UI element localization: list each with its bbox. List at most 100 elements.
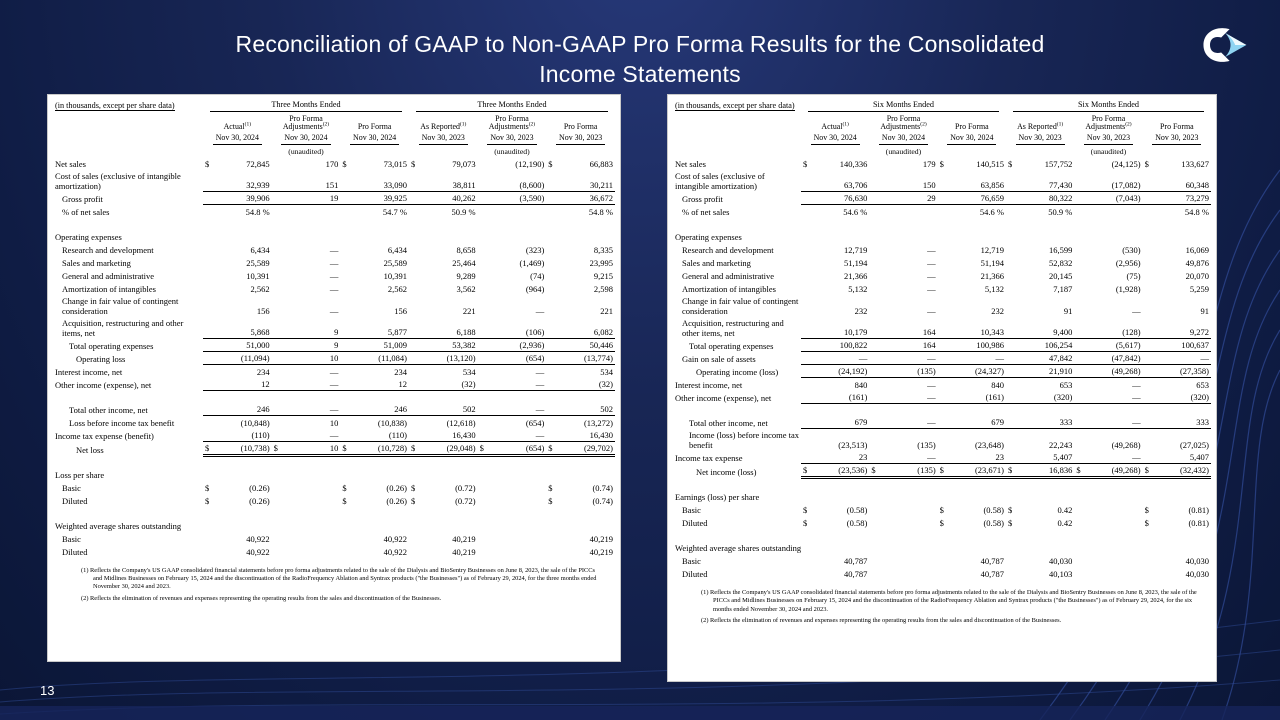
column-header: Pro Forma Adjustments(2) [1085,113,1132,131]
value-cell [478,494,547,507]
value-cell: 40,922 [383,546,407,557]
column-date: Nov 30, 2024 [340,132,409,145]
value-cell: 47,842 [1005,351,1075,366]
company-logo-icon [1196,24,1252,66]
row-label: Net sales [675,158,706,169]
value-cell: — [927,244,936,255]
value-cell: 91 [1200,305,1210,316]
row-label: General and administrative [682,270,775,281]
value-cell: — [329,270,339,281]
row-label: % of net sales [62,206,110,217]
footnote: (1) Reflects the Company's US GAAP conso… [81,566,597,591]
table-row: Operating income (loss) (24,192) (135) (24,… [673,364,1211,379]
value-cell: 51,000 [203,338,272,353]
footnote: (1) Reflects the Company's US GAAP conso… [701,588,1197,613]
value-cell: 164 [869,338,938,353]
table-row: Research and development 12,719 — 12,719 16,… [673,243,1211,256]
value-cell: 8,658 [456,244,476,255]
period-header-row: (in thousands, except per share data) Thr… [53,99,615,112]
value-cell: (10,838) [377,417,407,428]
value-cell: 40,103 [1048,568,1073,579]
value-cell: 150 [869,169,938,193]
row-label: Research and development [62,244,154,255]
section-label: Earnings (loss) per share [675,491,760,502]
table-row: % of net sales 54.6 % 54.6 % 50.9 % 54.8 % [673,205,1211,218]
value-cell: $ (0.58) [939,517,1004,528]
value-cell: — [271,402,341,417]
section-label: Operating expenses [675,231,742,242]
spacer-row [53,218,615,230]
value-cell: $79,073 [410,158,476,169]
value-cell: $ (23,671) [937,463,1006,480]
value-cell [869,554,937,567]
value-cell: 52,832 [1048,257,1073,268]
table-row: Income tax expense 23—23 5,407—5,407 [673,450,1211,465]
unaudited-label [409,146,478,157]
value-cell: (161) [801,390,870,405]
value-cell: 54.8 % [1184,206,1209,217]
value-cell: 23,995 [589,257,613,268]
spacer-row [673,529,1211,541]
value-cell: 77,430 [1005,169,1075,193]
column-date-row: Nov 30, 2024 Nov 30, 2024 Nov 30, 2024 Nov … [673,132,1211,145]
value-cell: 40,262 [408,191,478,206]
unaudited-label [938,146,1006,157]
footnotes: (1) Reflects the Company's US GAAP conso… [53,567,615,603]
row-label: Cost of sales (exclusive of intangible a… [55,170,181,191]
value-cell: 156 [394,305,407,316]
table-row: Basic $ (0.26) $ (0.26) $ (0.72) $ (0.74) [53,481,615,494]
column-date: Nov 30, 2024 [203,132,272,145]
value-cell: — [1074,415,1143,430]
value-cell: — [477,377,547,392]
row-label: Research and development [682,244,774,255]
value-cell: $ (0.81) [1144,517,1209,528]
table-row: Change in fair value of contingent consi… [673,295,1211,317]
value-cell: 9,289 [456,270,476,281]
row-label: General and administrative [62,270,155,281]
section-label: Weighted average shares outstanding [55,520,182,531]
column-header: Pro Forma [563,121,598,131]
column-header: Pro Forma Adjustments(2) [488,113,536,131]
value-cell: $10 [271,441,341,458]
value-cell: 534 [600,366,613,377]
table-row: Basic 40,787 40,787 40,030 40,030 [673,554,1211,567]
row-label: Other income (expense), net [55,379,152,390]
value-cell: — [927,270,936,281]
page-title: Reconciliation of GAAP to Non-GAAP Pro F… [0,30,1280,90]
value-cell: (1,928) [1115,283,1141,294]
value-cell: 39,906 [203,191,272,206]
value-cell: (323) [525,244,545,255]
table-row: Income (loss) before income tax benefit (… [673,429,1211,451]
value-cell: 40,922 [246,546,270,557]
unaudited-label [340,146,409,157]
value-cell: 534 [462,366,476,377]
value-cell: 40,030 [1048,555,1073,566]
value-cell: 80,322 [1005,191,1075,206]
spacer-row [673,218,1211,230]
value-cell: — [927,379,936,390]
table-row: Amortization of intangibles 2,562 — 2,562 3,… [53,282,615,295]
value-cell [272,545,341,558]
value-cell: 32,939 [203,169,272,193]
value-cell: — [329,305,339,316]
value-cell: 2,562 [250,283,270,294]
value-cell: 51,009 [340,338,409,353]
value-cell: (74) [530,270,545,281]
row-label: Total other income, net [69,404,148,415]
value-cell [869,503,937,516]
table-row: Gross profit 39,906 19 39,925 40,262 (3,590) 3… [53,191,615,206]
value-cell: $ (0.58) [939,504,1004,515]
value-cell: 30,211 [546,169,615,193]
value-cell: 76,659 [937,191,1006,206]
value-cell: (32) [546,377,615,392]
row-label: Loss before income tax benefit [69,417,175,428]
value-cell: (17,082) [1074,169,1143,193]
column-date: Nov 30, 2023 [409,132,478,145]
value-cell: $ (0.58) [803,517,868,528]
row-label: % of net sales [682,206,730,217]
value-cell: 3,562 [456,283,476,294]
row-label: Diluted [682,517,708,528]
value-cell: — [1074,390,1143,405]
value-cell: (110) [340,428,409,443]
